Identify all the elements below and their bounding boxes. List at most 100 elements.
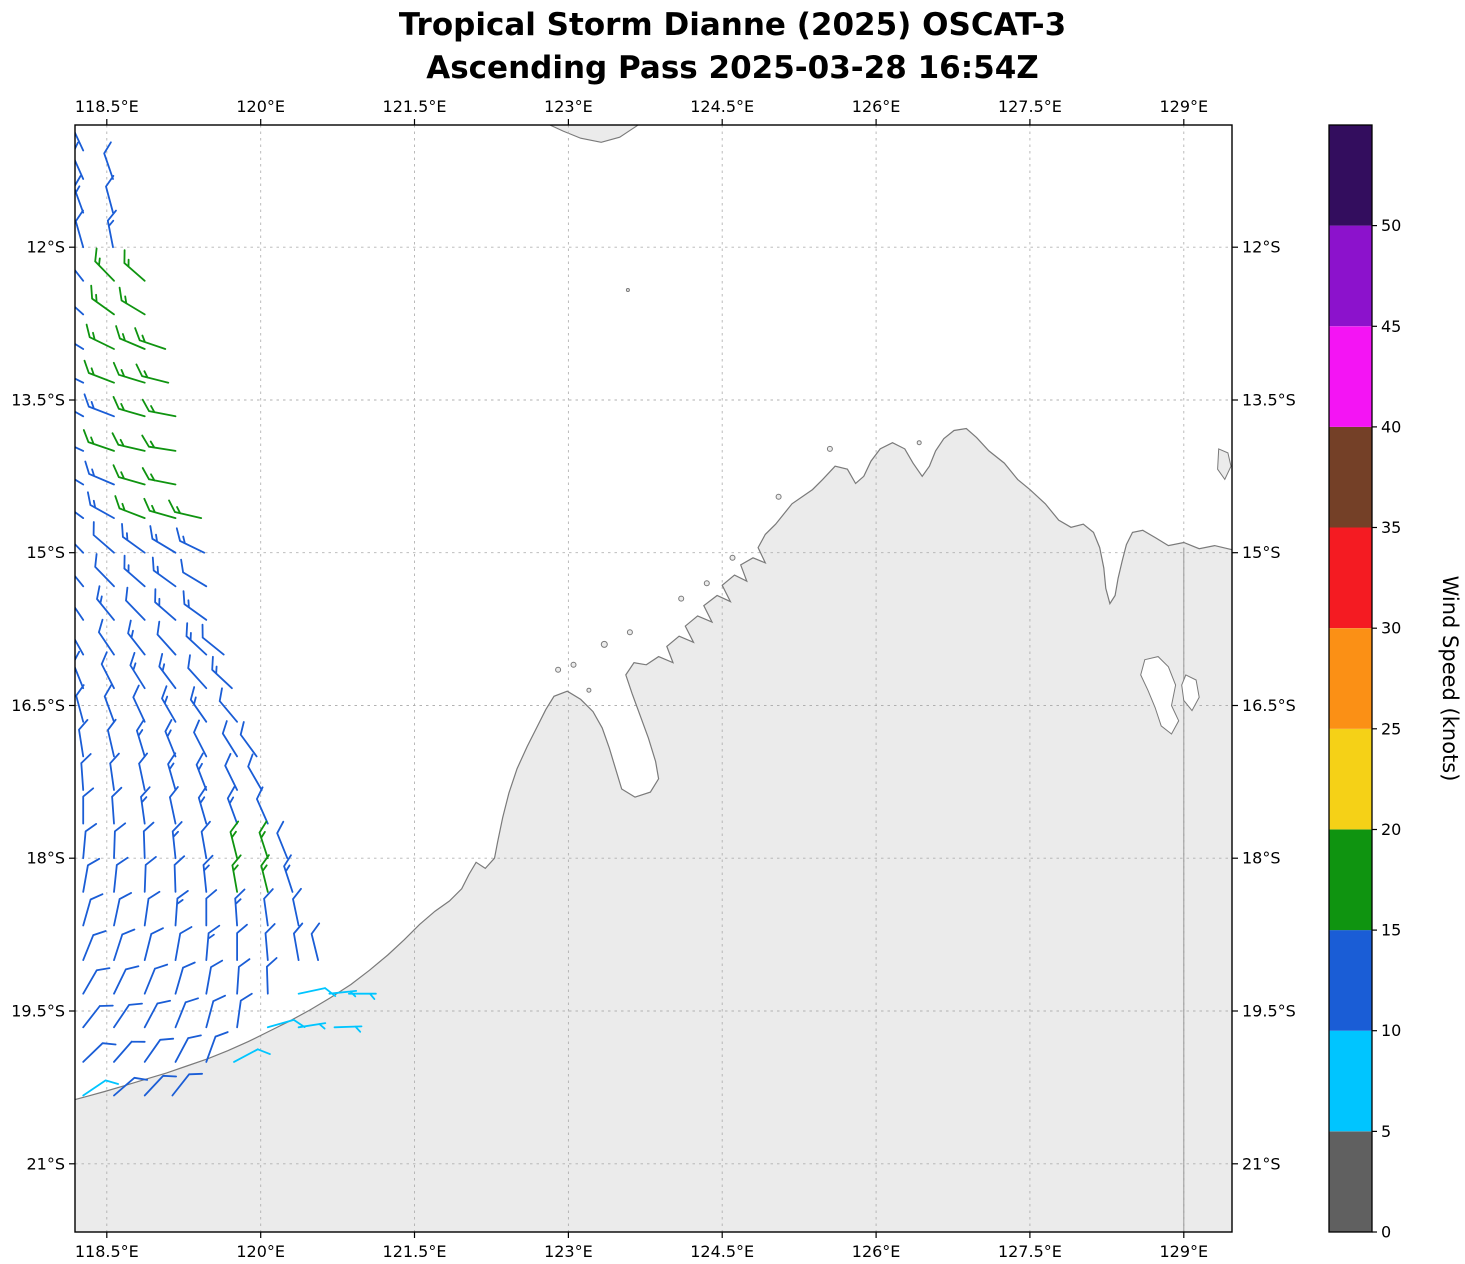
- wind-barb: [143, 856, 157, 893]
- lat-tick-label: 16.5°S: [11, 696, 65, 715]
- wind-barb: [185, 622, 208, 656]
- wind-barb: [75, 617, 85, 656]
- colorbar: 0 5 10 15 20 25 30 35 40 45 50 Wind Speed (knots): [1328, 124, 1462, 1242]
- wind-barb: [94, 247, 115, 282]
- wind-barb: [75, 209, 85, 249]
- colorbar-tick-label: 0: [1381, 1223, 1391, 1242]
- wind-barb: [174, 890, 189, 927]
- wind-barb: [111, 786, 123, 825]
- colorbar-segment: [1329, 527, 1372, 629]
- wind-barb: [143, 999, 171, 1029]
- wind-barb: [127, 619, 146, 656]
- small-island: [555, 666, 562, 673]
- wind-barb: [82, 967, 111, 995]
- lat-tick-label: 15°S: [1242, 543, 1281, 562]
- wind-barb: [164, 719, 177, 758]
- wind-barb: [142, 821, 155, 860]
- wind-barb: [297, 1022, 327, 1030]
- wind-barb: [174, 1034, 202, 1063]
- wind-barb: [218, 687, 238, 723]
- wind-barb: [113, 1002, 143, 1029]
- lat-tick-label: 21°S: [26, 1154, 65, 1173]
- wind-barb: [113, 965, 140, 995]
- wind-barb: [87, 491, 115, 519]
- wind-barb: [193, 719, 208, 758]
- wind-barb: [113, 1076, 149, 1097]
- plot-frame: [74, 124, 1233, 1233]
- wind-barb: [255, 786, 269, 825]
- lon-tick-label: 127.5°E: [998, 1242, 1062, 1261]
- wind-barb: [75, 478, 85, 486]
- wind-barb: [140, 786, 151, 825]
- wind-barb: [283, 854, 294, 893]
- colorbar-segment: [1329, 930, 1372, 1031]
- wind-barb: [84, 460, 115, 486]
- wind-barb: [113, 1040, 146, 1063]
- wind-barbs: [75, 130, 377, 1097]
- title-block: Tropical Storm Dianne (2025) OSCAT-3 Asc…: [0, 4, 1465, 90]
- wind-barb: [197, 786, 208, 825]
- colorbar-tick-label: 15: [1381, 921, 1401, 940]
- axis-ticks: 118.5°E 118.5°E 120°E 120°E 121.5°E 121.5°E 12…: [11, 97, 1296, 1261]
- lon-tick-label: 129°E: [1159, 97, 1208, 116]
- wind-barb: [75, 305, 85, 316]
- lake: [1181, 674, 1200, 712]
- colorbar-tick-label: 30: [1381, 619, 1401, 638]
- wind-barb: [297, 987, 337, 997]
- wind-barb: [75, 410, 85, 418]
- wind-barb: [182, 590, 208, 621]
- lon-tick-label: 118.5°E: [75, 97, 139, 116]
- mainland-fill: [75, 428, 1232, 1232]
- wind-barb: [75, 684, 85, 723]
- wind-barb: [233, 1048, 271, 1063]
- wind-barb: [169, 786, 179, 825]
- wind-barb: [348, 992, 377, 1000]
- wind-barb: [333, 1025, 363, 1033]
- wind-barb: [236, 958, 251, 995]
- wind-barb: [226, 786, 238, 825]
- wind-barb: [113, 856, 129, 893]
- wind-barb: [121, 523, 146, 554]
- wind-barb: [189, 686, 208, 723]
- wind-barb: [103, 684, 115, 723]
- wind-barb: [161, 685, 177, 723]
- colorbar-segment: [1329, 829, 1372, 931]
- chart-title-line1: Tropical Storm Dianne (2025) OSCAT-3: [398, 7, 1067, 43]
- wind-barb: [75, 377, 85, 384]
- wind-barb: [200, 820, 211, 860]
- wind-barb: [143, 927, 164, 961]
- wind-barb: [85, 323, 115, 350]
- colorbar-tick-label: 35: [1381, 518, 1401, 537]
- small-island: [703, 580, 710, 587]
- wind-barb: [112, 396, 146, 418]
- wind-barb: [229, 820, 240, 860]
- wind-barb: [266, 957, 278, 995]
- small-island: [570, 661, 577, 668]
- wind-barb: [82, 1079, 119, 1097]
- wind-barb: [78, 719, 89, 758]
- wind-barb: [293, 922, 304, 961]
- coastline: [74, 427, 1233, 1101]
- island-edge: [1217, 448, 1232, 481]
- colorbar-segment: [1329, 628, 1372, 729]
- wind-barb: [136, 718, 146, 758]
- wind-barb: [90, 284, 115, 316]
- lat-tick-label: 18°S: [26, 849, 65, 868]
- wind-barb: [83, 359, 115, 384]
- wind-barb: [205, 1031, 229, 1063]
- colorbar-segment: [1329, 225, 1372, 327]
- lon-tick-label: 129°E: [1159, 1242, 1208, 1261]
- wind-barb: [236, 923, 248, 961]
- colorbar-segment: [1329, 728, 1372, 830]
- wind-barb: [187, 654, 208, 690]
- colorbar-segment: [1329, 426, 1372, 528]
- colorbar-tick-label: 20: [1381, 820, 1401, 839]
- wind-barb: [75, 268, 85, 282]
- wind-barb: [132, 684, 146, 723]
- lat-tick-label: 13.5°S: [1242, 391, 1296, 410]
- wind-barb: [151, 556, 177, 588]
- lon-tick-label: 120°E: [236, 97, 285, 116]
- wind-barb: [96, 585, 115, 621]
- wind-barb: [82, 1042, 117, 1063]
